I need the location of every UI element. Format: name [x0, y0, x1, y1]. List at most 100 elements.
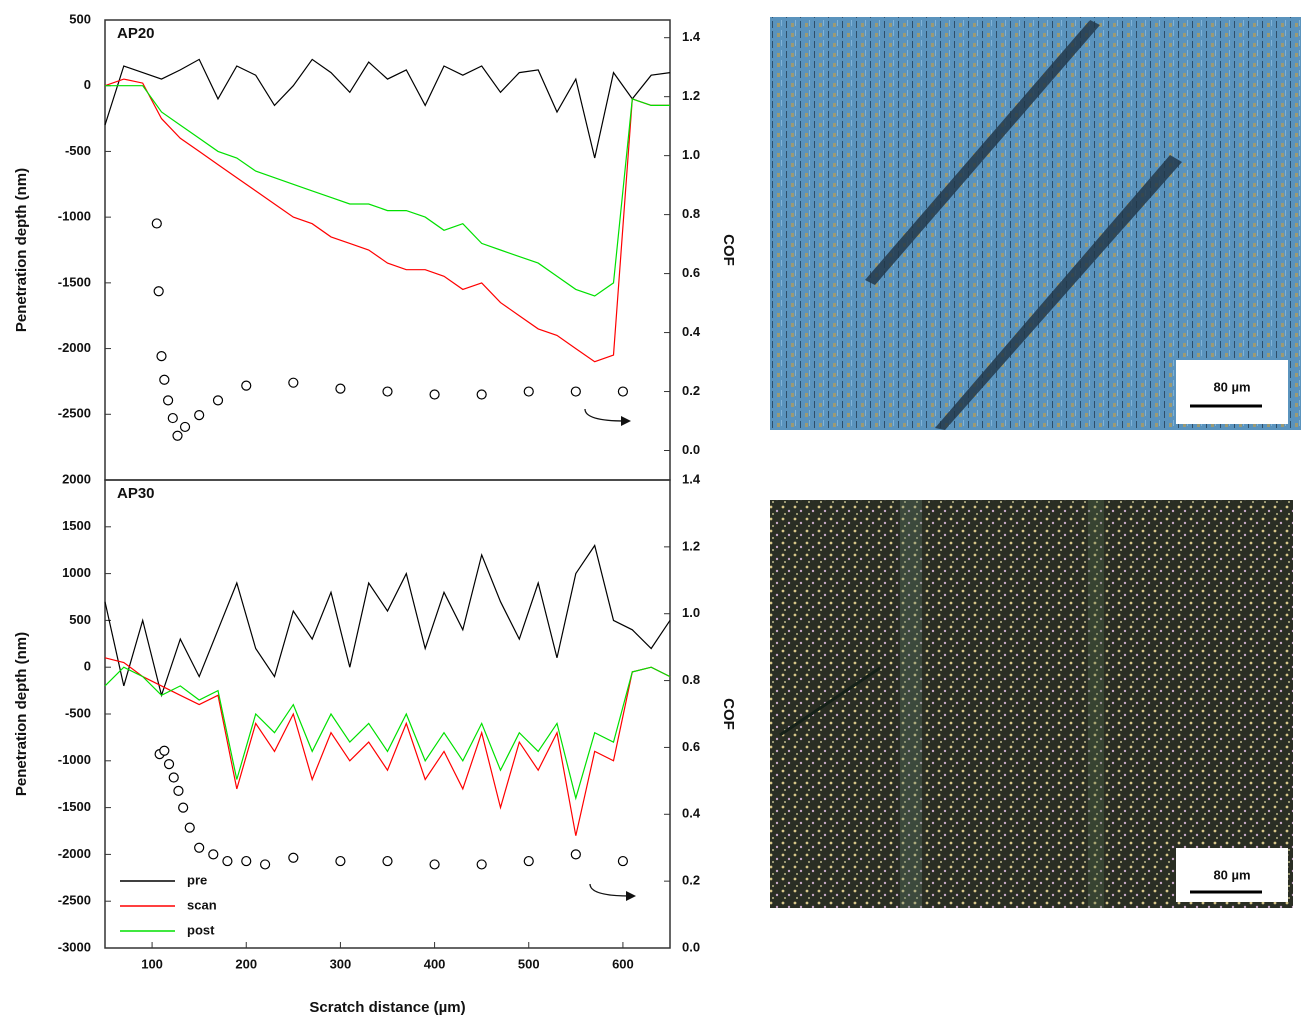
- y-tick-label: 500: [69, 11, 91, 26]
- cof-marker: [184, 822, 195, 833]
- y-axis-label: Penetration depth (nm): [13, 168, 30, 332]
- cof-marker: [570, 386, 581, 397]
- cof-marker: [335, 383, 346, 394]
- cof-marker: [163, 759, 175, 770]
- panel-label: AP30: [117, 485, 155, 502]
- y2-tick-label: 0.8: [682, 672, 700, 687]
- legend-label: scan: [187, 897, 217, 912]
- x-tick-label: 100: [141, 956, 163, 971]
- cof-arrow-head: [626, 891, 636, 901]
- x-tick-label: 300: [330, 956, 352, 971]
- cof-marker: [382, 855, 393, 867]
- y2-tick-label: 0.2: [682, 383, 700, 398]
- y2-tick-label: 1.4: [682, 29, 701, 44]
- cof-marker: [476, 859, 487, 870]
- x-tick-label: 400: [424, 956, 446, 971]
- cof-marker: [382, 386, 393, 397]
- y-tick-label: -1500: [58, 274, 91, 289]
- y2-tick-label: 0.0: [682, 442, 700, 457]
- cof-marker: [159, 374, 170, 385]
- cof-marker: [476, 389, 487, 400]
- cof-marker: [523, 386, 534, 397]
- y-tick-label: -2500: [58, 406, 91, 421]
- cof-marker: [241, 855, 252, 867]
- y2-tick-label: 0.4: [682, 324, 701, 339]
- series-line: [104, 666, 671, 801]
- y2-axis-label: COF: [720, 698, 737, 730]
- cof-marker: [212, 395, 224, 406]
- cof-marker: [335, 855, 346, 867]
- y-tick-label: 0: [84, 659, 91, 674]
- series-line: [104, 58, 671, 159]
- y-tick-label: 500: [69, 612, 91, 627]
- cof-marker: [172, 430, 183, 441]
- series-line: [105, 85, 670, 297]
- y2-tick-label: 0.2: [682, 873, 700, 888]
- series-line: [104, 657, 671, 836]
- y-axis-label: Penetration depth (nm): [13, 632, 30, 796]
- cof-marker: [151, 218, 162, 229]
- cof-marker: [222, 855, 233, 867]
- cof-marker: [288, 377, 299, 388]
- cof-marker: [241, 380, 252, 391]
- y2-tick-label: 0.6: [682, 739, 700, 754]
- y-tick-label: -500: [65, 705, 91, 720]
- scale-bar-label: 80 µm: [1213, 379, 1250, 394]
- x-tick-label: 600: [612, 956, 634, 971]
- y2-tick-label: 0.4: [682, 806, 701, 821]
- cof-marker: [429, 389, 440, 400]
- y-tick-label: 1000: [62, 565, 91, 580]
- panel-label: AP20: [117, 25, 155, 42]
- y-tick-label: 0: [84, 77, 91, 92]
- cof-marker: [173, 785, 184, 796]
- cof-marker: [194, 842, 205, 853]
- cof-marker: [178, 802, 189, 813]
- cof-marker: [167, 412, 178, 424]
- series-line: [104, 544, 671, 698]
- cof-arrow: [589, 883, 631, 897]
- y-tick-label: 2000: [62, 471, 91, 486]
- y2-tick-label: 1.0: [682, 605, 700, 620]
- cof-marker: [570, 849, 581, 860]
- cof-marker: [194, 410, 205, 421]
- y-tick-label: -1000: [58, 209, 91, 224]
- cof-marker: [159, 745, 170, 756]
- scale-bar-label: 80 µm: [1213, 867, 1250, 882]
- y2-tick-label: 0.8: [682, 206, 700, 221]
- micrograph-top: 80 µm: [770, 17, 1301, 430]
- cof-marker: [153, 286, 164, 297]
- cof-marker: [162, 395, 174, 406]
- legend-label: post: [187, 922, 215, 937]
- y-tick-label: -2500: [58, 893, 91, 908]
- micrograph-bottom: 80 µm: [770, 500, 1293, 908]
- y-tick-label: -2000: [58, 846, 91, 861]
- y-tick-label: -1500: [58, 799, 91, 814]
- cof-marker: [288, 852, 299, 863]
- y-tick-label: 1500: [62, 518, 91, 533]
- x-tick-label: 500: [518, 956, 540, 971]
- x-tick-label: 200: [235, 956, 257, 971]
- cof-marker: [156, 351, 167, 362]
- y2-tick-label: 1.0: [682, 147, 700, 162]
- cof-arrow: [584, 408, 626, 422]
- cof-marker: [617, 386, 629, 397]
- y2-tick-label: 0.0: [682, 939, 700, 954]
- x-axis-label: Scratch distance (µm): [309, 999, 465, 1016]
- y2-tick-label: 0.6: [682, 265, 700, 280]
- y-tick-label: -1000: [58, 752, 91, 767]
- cof-marker: [168, 772, 179, 783]
- cof-marker: [523, 855, 534, 867]
- legend-label: pre: [187, 872, 207, 887]
- cof-marker: [617, 855, 629, 867]
- y-tick-label: -500: [65, 143, 91, 158]
- cof-marker: [259, 859, 271, 870]
- cof-marker: [429, 859, 440, 870]
- cof-marker: [208, 849, 219, 860]
- y2-axis-label: COF: [720, 234, 737, 266]
- cof-marker: [179, 421, 191, 433]
- y2-tick-label: 1.2: [682, 88, 700, 103]
- series-line: [104, 78, 670, 363]
- y-tick-label: -2000: [58, 340, 91, 355]
- cof-arrow-head: [621, 416, 631, 426]
